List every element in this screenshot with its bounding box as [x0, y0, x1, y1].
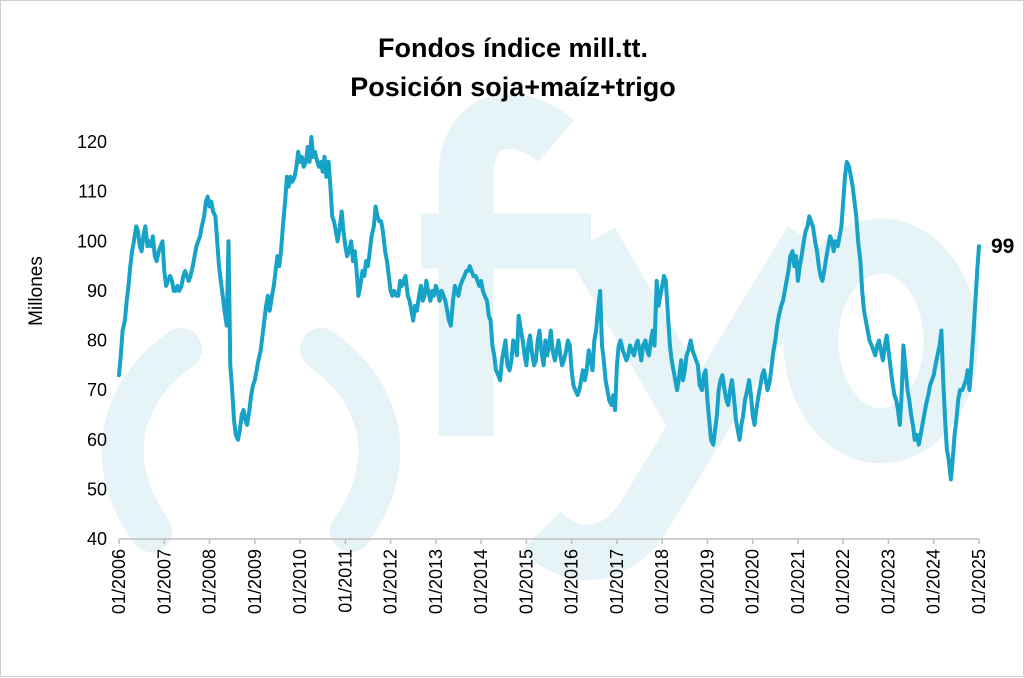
watermark-right-paren — [300, 328, 401, 552]
y-tick-label: 90 — [87, 281, 107, 301]
watermark-letter-o — [783, 218, 979, 464]
watermark-logo — [101, 93, 979, 580]
y-tick-label: 120 — [77, 132, 107, 152]
x-tick-label: 01/2023 — [878, 549, 898, 614]
x-tick-label: 01/2007 — [154, 549, 174, 614]
x-tick-label: 01/2009 — [245, 549, 265, 614]
x-tick-label: 01/2010 — [290, 549, 310, 614]
last-value-label: 99 — [991, 235, 1014, 258]
watermark-letter-f — [421, 93, 591, 436]
y-axis-ticks: 40 50 60 70 80 90 100 110 120 — [77, 132, 107, 549]
x-tick-label: 01/2022 — [833, 549, 853, 614]
x-tick-label: 01/2012 — [381, 549, 401, 614]
y-tick-label: 50 — [87, 479, 107, 499]
x-tick-label: 01/2019 — [697, 549, 717, 614]
y-tick-label: 100 — [77, 231, 107, 251]
x-tick-label: 01/2018 — [652, 549, 672, 614]
x-tick-label: 01/2008 — [200, 549, 220, 614]
x-tick-label: 01/2013 — [426, 549, 446, 614]
y-tick-label: 70 — [87, 380, 107, 400]
watermark-letter-y — [521, 226, 835, 580]
x-tick-label: 01/2025 — [969, 549, 989, 614]
y-tick-label: 80 — [87, 331, 107, 351]
x-tick-label: 01/2020 — [743, 549, 763, 614]
series-line — [117, 135, 981, 482]
x-tick-label: 01/2006 — [109, 549, 129, 614]
x-axis-ticks: 01/2006 01/2007 01/2008 01/2009 01/2010 01/20… — [109, 539, 989, 614]
x-tick-label: 01/2017 — [607, 549, 627, 614]
x-tick-label: 01/2024 — [924, 549, 944, 614]
chart-title-line-2: Posición soja+maíz+trigo — [350, 72, 676, 102]
y-tick-label: 40 — [87, 529, 107, 549]
x-tick-label: 01/2021 — [788, 549, 808, 614]
x-tick-label: 01/2015 — [516, 549, 536, 614]
chart-title-line-1: Fondos índice mill.tt. — [378, 33, 648, 63]
x-tick-label: 01/2016 — [562, 549, 582, 614]
y-tick-label: 60 — [87, 430, 107, 450]
y-tick-label: 110 — [78, 182, 107, 202]
y-axis-title: Millones — [26, 256, 47, 326]
x-tick-label: 01/2014 — [471, 549, 491, 614]
series-layer — [117, 135, 981, 482]
watermark-left-paren — [101, 328, 202, 552]
x-tick-label: 01/2011 — [335, 549, 355, 613]
